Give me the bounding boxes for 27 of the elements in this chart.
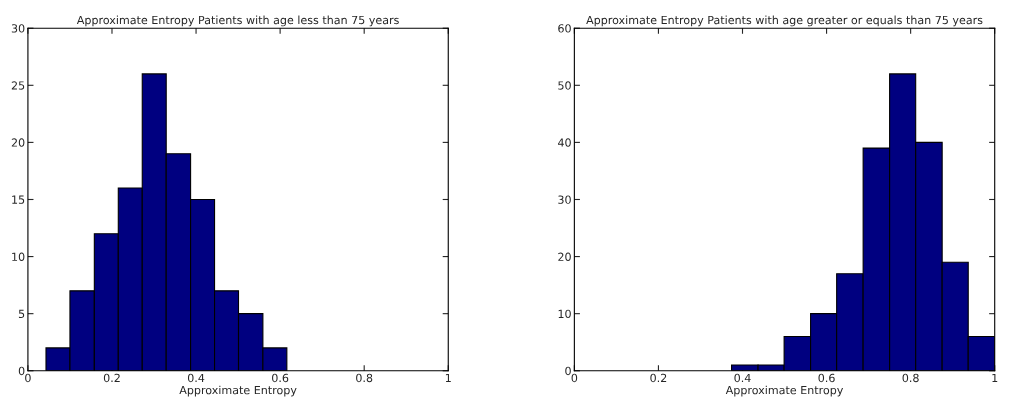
x-tick-label: 0.8 xyxy=(902,373,919,383)
x-axis-title: Approximate Entropy xyxy=(725,385,844,397)
y-tick-label: 60 xyxy=(558,24,571,33)
chart-title: Approximate Entropy Patients with age greater or equals than 75 years xyxy=(586,15,983,27)
x-tick-label: 0.6 xyxy=(818,373,835,383)
y-tick-label: 25 xyxy=(11,81,25,90)
x-tick-label: 1 xyxy=(992,373,998,382)
x-tick-label: 0.4 xyxy=(734,373,751,383)
y-tick-label: 20 xyxy=(11,138,25,147)
x-tick-label: 0.2 xyxy=(650,373,667,383)
x-axis-title: Approximate Entropy xyxy=(179,385,297,397)
chart-title: Approximate Entropy Patients with age less than 75 years xyxy=(76,15,399,27)
x-tick-label: 0 xyxy=(571,373,578,383)
y-tick-label: 15 xyxy=(12,195,25,204)
y-tick-label: 50 xyxy=(558,81,571,90)
y-tick-label: 5 xyxy=(18,309,25,319)
y-tick-label: 30 xyxy=(11,24,25,33)
x-tick-label: 0.6 xyxy=(272,373,289,383)
y-tick-label: 40 xyxy=(557,138,571,147)
x-tick-label: 0.4 xyxy=(187,373,205,383)
y-tick-label: 10 xyxy=(558,309,571,319)
x-tick-label: 0.8 xyxy=(356,373,373,383)
y-tick-label: 20 xyxy=(558,252,571,261)
x-tick-label: 1 xyxy=(445,373,451,382)
y-tick-label: 10 xyxy=(12,252,25,261)
x-tick-label: 0.2 xyxy=(103,373,120,383)
y-tick-label: 30 xyxy=(558,195,571,204)
